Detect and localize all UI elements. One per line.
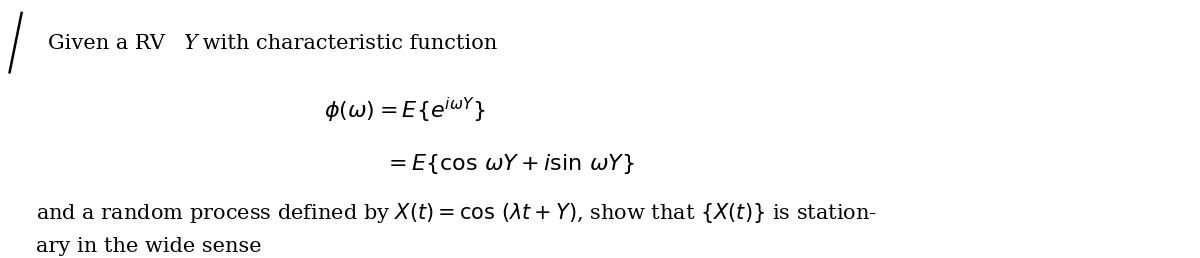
Text: $\phi(\omega) = E\{e^{i\omega Y}\}$: $\phi(\omega) = E\{e^{i\omega Y}\}$	[324, 95, 486, 125]
Text: ary in the wide sense: ary in the wide sense	[36, 237, 262, 256]
Text: $= E\{\cos\,\omega Y + i\sin\,\omega Y\}$: $= E\{\cos\,\omega Y + i\sin\,\omega Y\}…	[384, 152, 635, 176]
Text: Y: Y	[184, 34, 197, 53]
Text: Given a RV: Given a RV	[48, 34, 172, 53]
Text: with characteristic function: with characteristic function	[196, 34, 497, 53]
Text: and a random process defined by $X(t) = \cos\,(\lambda t + Y)$, show that $\{X(t: and a random process defined by $X(t) = …	[36, 201, 877, 225]
